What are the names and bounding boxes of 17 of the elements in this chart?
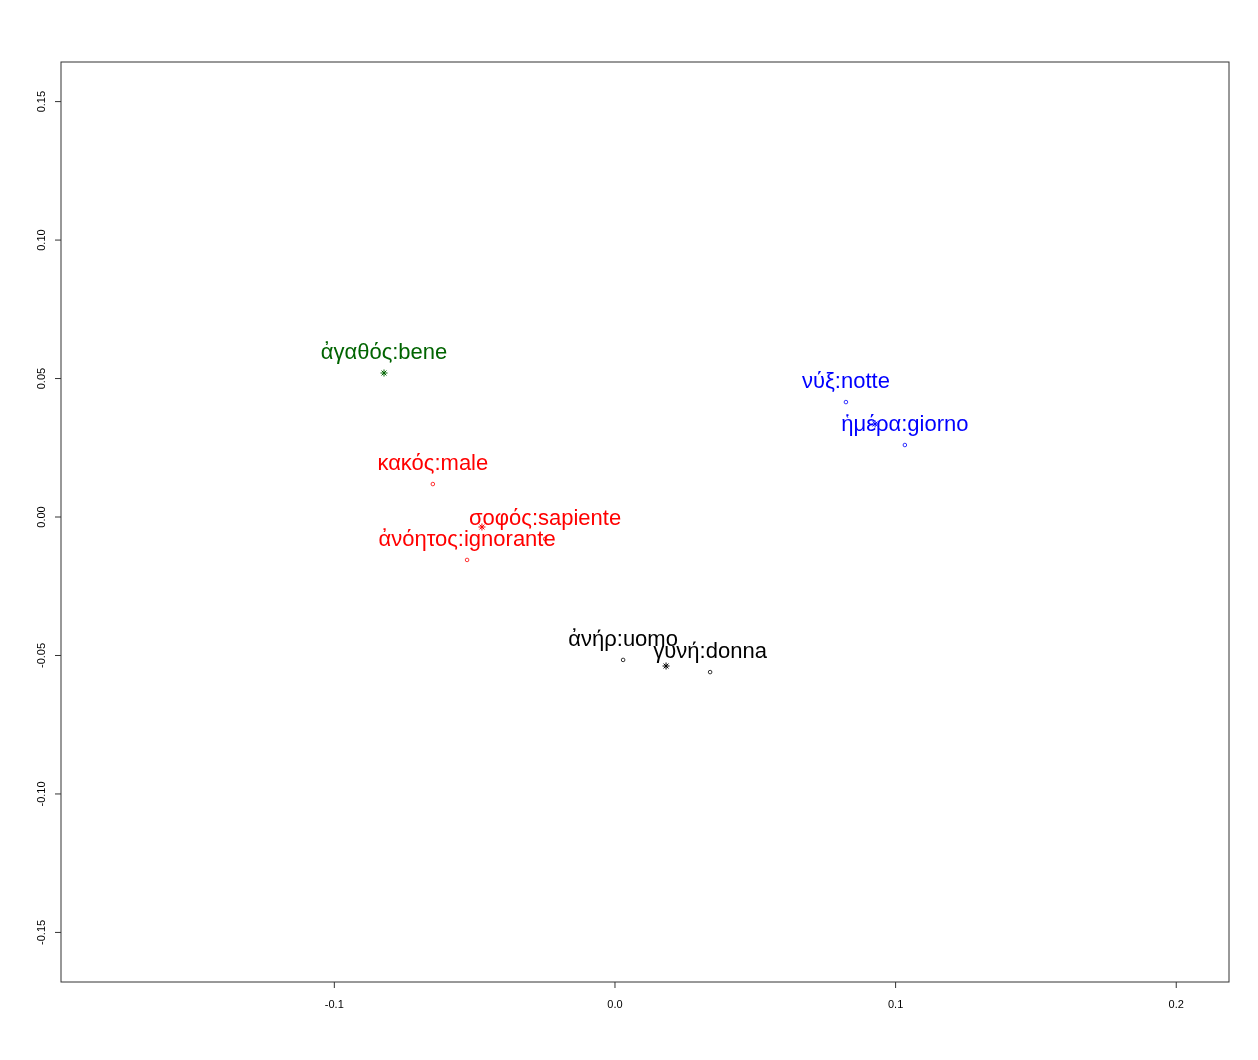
y-tick-label: 0.10 bbox=[35, 229, 47, 251]
y-tick-label: 0.15 bbox=[35, 90, 47, 113]
x-tick-label: 0.1 bbox=[887, 998, 904, 1010]
x-tick-label: -0.1 bbox=[324, 998, 344, 1010]
annotation: σοφός:sapiente bbox=[468, 504, 622, 530]
point bbox=[380, 369, 389, 378]
y-tick-label: -0.15 bbox=[35, 919, 47, 945]
annotation: κακός:male bbox=[377, 449, 489, 475]
y-tick-label: 0.05 bbox=[35, 367, 47, 390]
y-tick-label: -0.10 bbox=[35, 781, 47, 807]
annotation: ἀγαθός:bene bbox=[320, 338, 448, 364]
x-tick-label: 0.2 bbox=[1168, 998, 1184, 1010]
y-tick-label: -0.05 bbox=[35, 642, 47, 669]
annotation: νύξ:notte bbox=[801, 367, 890, 393]
y-tick-label: 0.00 bbox=[35, 506, 47, 528]
x-tick-label: 0.0 bbox=[607, 998, 623, 1010]
annotation: ἡμέρα:giorno bbox=[841, 410, 969, 436]
